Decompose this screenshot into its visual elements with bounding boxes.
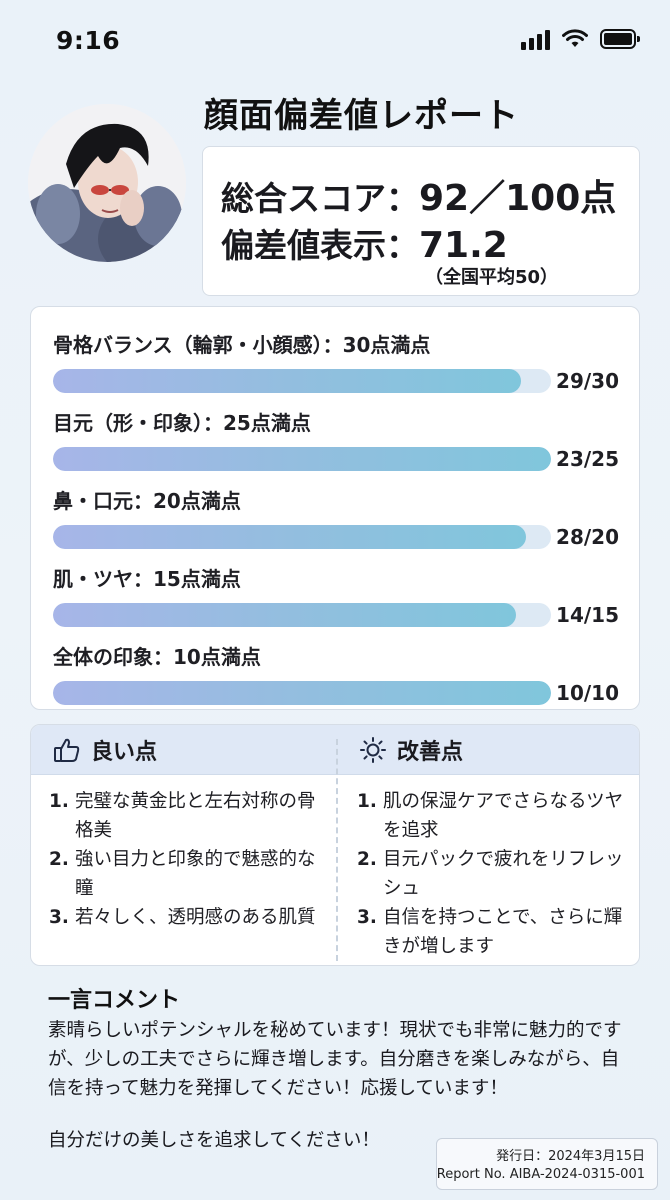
breakdown-item-skin: 肌・ツヤ：15点満点 14/15 <box>31 549 641 627</box>
list-item-number: 1. <box>357 791 377 812</box>
improve-points-title: 改善点 <box>397 740 464 765</box>
breakdown-progress-track <box>53 603 551 627</box>
breakdown-item-overall: 全体の印象：10点満点 10/10 <box>31 627 641 705</box>
thumbs-up-icon <box>54 738 80 762</box>
breakdown-progress-fill <box>53 447 551 471</box>
breakdown-progress-fill <box>53 525 527 549</box>
total-score: 総合スコア：92／100点 <box>221 169 616 221</box>
comment-title: 一言コメント <box>48 988 181 1013</box>
list-item-number: 2. <box>357 849 377 870</box>
score-card: 総合スコア：92／100点 偏差値表示：71.2 （全国平均50） <box>202 146 640 296</box>
breakdown-label: 鼻・口元：20点満点 <box>53 489 241 513</box>
feedback-header: 良い点 改善点 <box>31 725 639 775</box>
feedback-card: 良い点 改善点 1. 完璧な黄金比と左右対称の骨格美 2. 強い目力と印象的で魅惑的… <box>30 724 640 966</box>
total-score-label: 総合スコア： <box>221 179 419 218</box>
list-item-number: 1. <box>49 791 69 812</box>
list-item: 3. 自信を持つことで、さらに輝きが増します <box>357 903 633 961</box>
breakdown-label: 目元（形・印象）：25点満点 <box>53 411 311 435</box>
total-score-value: 92／100点 <box>419 178 617 219</box>
breakdown-value: 28/20 <box>556 525 619 549</box>
deviation-score-value: 71.2 <box>419 225 508 266</box>
breakdown-value: 29/30 <box>556 369 619 393</box>
list-item: 3. 若々しく、透明感のある肌質 <box>49 903 331 932</box>
breakdown-progress-track <box>53 681 551 705</box>
list-item: 1. 完璧な黄金比と左右対称の骨格美 <box>49 787 331 845</box>
list-item: 2. 目元パックで疲れをリフレッシュ <box>357 845 633 903</box>
breakdown-item-eyes: 目元（形・印象）：25点満点 23/25 <box>31 393 641 471</box>
list-item-number: 2. <box>49 849 69 870</box>
breakdown-value: 23/25 <box>556 447 619 471</box>
sun-icon <box>360 737 386 763</box>
breakdown-item-skeleton: 骨格バランス（輪郭・小顔感）：30点満点 29/30 <box>31 315 641 393</box>
list-item-text: 若々しく、透明感のある肌質 <box>75 907 316 928</box>
battery-icon <box>600 29 640 49</box>
breakdown-progress-fill <box>53 681 551 705</box>
feedback-divider <box>336 739 338 961</box>
breakdown-progress-fill <box>53 603 517 627</box>
comment-body: 素晴らしいポテンシャルを秘めています！現状でも非常に魅力的ですが、少しの工夫でさ… <box>48 1020 622 1099</box>
list-item-text: 目元パックで疲れをリフレッシュ <box>383 849 624 899</box>
list-item-text: 肌の保湿ケアでさらなるツヤを追求 <box>383 791 624 841</box>
list-item-number: 3. <box>49 907 69 928</box>
breakdown-progress-track <box>53 447 551 471</box>
breakdown-label: 全体の印象：10点満点 <box>53 645 261 669</box>
deviation-score: 偏差値表示：71.2 <box>221 219 508 267</box>
improve-points-list: 1. 肌の保湿ケアでさらなるツヤを追求 2. 目元パックで疲れをリフレッシュ 3. 自… <box>357 787 633 961</box>
good-points-header: 良い点 <box>53 725 157 775</box>
avatar <box>28 104 186 262</box>
report-issue-date: 発行日：2024年3月15日 <box>496 1149 645 1164</box>
wifi-icon <box>562 29 588 47</box>
breakdown-label: 肌・ツヤ：15点満点 <box>53 567 241 591</box>
deviation-score-label: 偏差値表示： <box>221 226 419 265</box>
avatar-illustration <box>28 104 186 262</box>
breakdown-label: 骨格バランス（輪郭・小顔感）：30点満点 <box>53 333 431 357</box>
list-item-number: 3. <box>357 907 377 928</box>
status-time: 9:16 <box>56 26 121 55</box>
good-points-title: 良い点 <box>91 740 158 765</box>
list-item-text: 自信を持つことで、さらに輝きが増します <box>383 907 623 957</box>
breakdown-progress-track <box>53 525 551 549</box>
list-item: 1. 肌の保湿ケアでさらなるツヤを追求 <box>357 787 633 845</box>
status-bar: 9:16 <box>0 0 670 80</box>
list-item-text: 完璧な黄金比と左右対称の骨格美 <box>75 791 316 841</box>
status-icons <box>521 28 640 50</box>
score-breakdown-card: 骨格バランス（輪郭・小顔感）：30点満点 29/30 目元（形・印象）：25点満… <box>30 306 640 710</box>
report-meta-box: 発行日：2024年3月15日 Report No. AIBA-2024-0315… <box>436 1138 658 1190</box>
cellular-signal-icon <box>521 28 550 50</box>
breakdown-value: 14/15 <box>556 603 619 627</box>
list-item-text: 強い目力と印象的で魅惑的な瞳 <box>75 849 316 899</box>
list-item: 2. 強い目力と印象的で魅惑的な瞳 <box>49 845 331 903</box>
deviation-note: （全国平均50） <box>425 267 559 288</box>
comment-closing: 自分だけの美しさを追求してください！ <box>48 1130 380 1151</box>
report-number: Report No. AIBA-2024-0315-001 <box>436 1167 645 1182</box>
improve-points-header: 改善点 <box>359 725 463 775</box>
page-title: 顔面偏差値レポート <box>204 96 519 136</box>
breakdown-progress-fill <box>53 369 522 393</box>
good-points-list: 1. 完璧な黄金比と左右対称の骨格美 2. 強い目力と印象的で魅惑的な瞳 3. 若々し… <box>49 787 331 932</box>
breakdown-value: 10/10 <box>556 681 619 705</box>
breakdown-progress-track <box>53 369 551 393</box>
breakdown-item-nose-mouth: 鼻・口元：20点満点 28/20 <box>31 471 641 549</box>
